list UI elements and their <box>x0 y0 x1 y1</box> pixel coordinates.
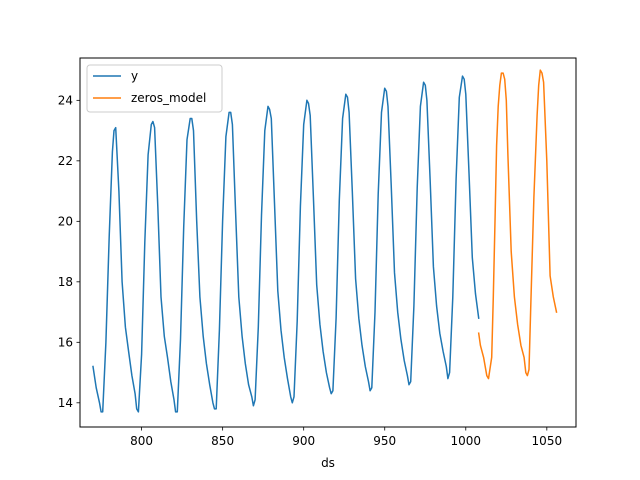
y-tick-label: 16 <box>58 335 73 349</box>
series-line-zeros-model <box>477 69 558 380</box>
y-tick-label: 22 <box>58 154 73 168</box>
x-axis-label: ds <box>321 456 335 470</box>
plot-area-frame <box>79 57 577 428</box>
legend-label-y: y <box>131 69 138 83</box>
y-tick-label: 24 <box>58 93 73 107</box>
y-tick-label: 18 <box>58 275 73 289</box>
y-tick-label: 14 <box>58 396 73 410</box>
series-layer <box>92 69 558 413</box>
x-tick-label: 900 <box>292 434 315 448</box>
series-line-y <box>92 75 480 413</box>
x-tick-label: 1050 <box>532 434 563 448</box>
x-tick-label: 1000 <box>451 434 482 448</box>
legend: y zeros_model <box>86 64 223 113</box>
x-tick-label: 850 <box>211 434 234 448</box>
x-axis: 800 850 900 950 1000 1050 <box>130 427 562 448</box>
y-axis: 14 16 18 20 22 24 <box>58 93 80 410</box>
y-tick-label: 20 <box>58 214 73 228</box>
x-tick-label: 800 <box>130 434 153 448</box>
x-tick-label: 950 <box>373 434 396 448</box>
legend-label-zeros-model: zeros_model <box>131 91 206 105</box>
